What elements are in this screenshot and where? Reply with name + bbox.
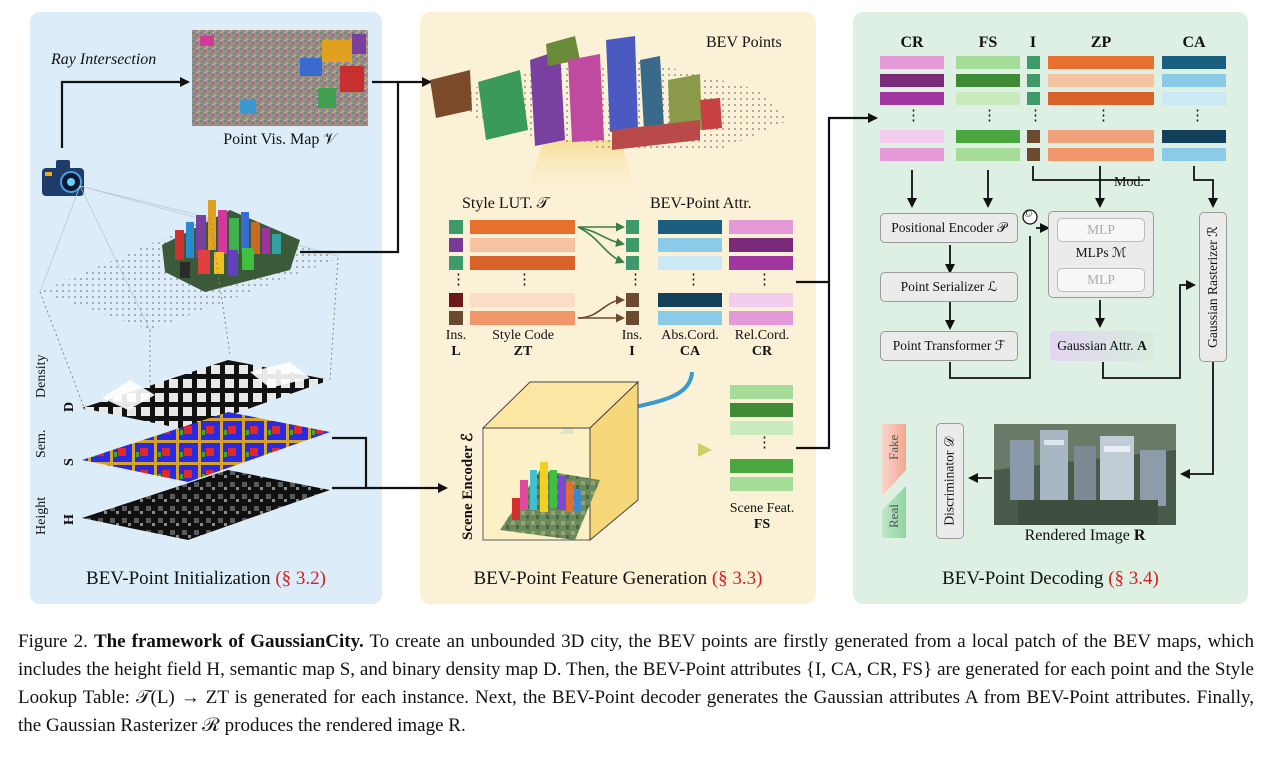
scene-feature-rows	[730, 385, 793, 491]
col-FS-label: FS	[978, 34, 998, 51]
attr-dots-rel: ⋮	[757, 272, 772, 288]
point-vis-map-label: Point Vis. Map 𝒱	[223, 131, 337, 148]
dots-FS: ⋮	[982, 108, 997, 124]
mlps-box: MLP MLPs ℳ MLP	[1048, 211, 1154, 298]
concat-symbol: ©	[1024, 208, 1033, 220]
semantic-map-layer	[82, 412, 330, 482]
height-label: Height	[34, 496, 49, 535]
col-I-label: I	[1029, 34, 1037, 51]
feature-merge-bracket	[796, 280, 831, 450]
density-label: Density	[34, 354, 49, 398]
bev-point-attr-label: BEV-Point Attr.	[650, 195, 752, 212]
fake-block	[882, 424, 906, 496]
panel-title-init: BEV-Point Initialization (§ 3.2)	[86, 568, 326, 589]
rel-cord-label: Rel.Cord. CR	[734, 328, 790, 359]
features-to-decoding-arrow	[827, 113, 878, 282]
height-symbol: H	[62, 514, 77, 525]
ins-label-L: Ins. L	[445, 328, 467, 359]
ins-label-I: Ins. I	[621, 328, 643, 359]
init-to-bev-points-arrow	[300, 77, 432, 254]
col-CA-label: CA	[1182, 34, 1206, 51]
decoding-attribute-columns	[880, 56, 1226, 161]
caption-body: To create an unbounded 3D city, the BEV …	[18, 631, 1255, 736]
bev-points-3d-city	[430, 36, 790, 150]
lut-dots-code: ⋮	[517, 272, 532, 288]
lut-dots-ins: ⋮	[451, 272, 466, 288]
rendered-image	[994, 424, 1176, 525]
scene-encoder-cube	[481, 380, 640, 542]
camera-icon	[42, 160, 84, 196]
scene-feat-dots: ⋮	[757, 435, 772, 451]
density-symbol: D	[62, 401, 77, 412]
gaussian-attr-box: Gaussian Attr. A	[1050, 331, 1154, 361]
style-lut-rows	[449, 220, 575, 325]
bev-point-attribute-rows	[626, 220, 793, 325]
caption-title: The framework of GaussianCity.	[93, 631, 364, 652]
dots-I: ⋮	[1028, 108, 1043, 124]
point-serializer-box: Point Serializer ℒ	[880, 272, 1018, 302]
concat-icon	[1022, 209, 1038, 225]
lut-lookup-arrows	[577, 222, 625, 323]
bev-maps-to-encoder-arrow	[332, 436, 446, 488]
framework-diagram	[39, 30, 1226, 542]
semantic-symbol: S	[62, 458, 77, 466]
scene-feat-label: Scene Feat. FS	[729, 501, 795, 532]
height-map-layer	[82, 470, 330, 540]
ray-intersection-label: Ray Intersection	[51, 51, 157, 68]
attr-dots-abs: ⋮	[686, 272, 701, 288]
caption-prefix: Figure 2.	[18, 631, 88, 652]
bev-points-projection-beam	[520, 140, 640, 205]
dots-ZP: ⋮	[1096, 108, 1111, 124]
real-block	[882, 486, 906, 538]
fake-label: Fake	[886, 434, 901, 460]
real-label: Real	[886, 504, 901, 528]
abs-cord-label: Abs.Cord. CA	[661, 328, 719, 359]
style-code-label: Style Code ZT	[492, 328, 554, 359]
col-CR-label: CR	[900, 34, 924, 51]
gaussian-rasterizer-box: Gaussian Rasterizer ℛ	[1199, 212, 1227, 362]
rendered-image-label: Rendered Image R	[1024, 527, 1146, 544]
decoding-flow-arrows	[907, 166, 1218, 483]
scene-encoder-label: Scene Encoder ℰ	[460, 432, 476, 540]
style-lut-label: Style LUT. 𝒯	[462, 195, 550, 212]
discriminator-box: Discriminator 𝒟	[936, 423, 964, 539]
semantic-label: Sem.	[34, 429, 49, 458]
panel-title-feature: BEV-Point Feature Generation (§ 3.3)	[473, 568, 763, 589]
figure-caption: Figure 2. The framework of GaussianCity.…	[18, 628, 1254, 740]
visibility-map-colored-blocks	[200, 34, 366, 114]
mod-label: Mod.	[1114, 175, 1144, 190]
mlp-block-1: MLP	[1057, 218, 1145, 242]
attr-dots-ins: ⋮	[628, 272, 643, 288]
city-point-cloud	[162, 200, 300, 292]
positional-encoder-box: Positional Encoder 𝒫	[880, 213, 1018, 243]
dots-CR: ⋮	[906, 108, 921, 124]
panel-title-decoding: BEV-Point Decoding (§ 3.4)	[942, 568, 1159, 589]
mlps-label: MLPs ℳ	[1075, 245, 1127, 260]
point-transformer-box: Point Transformer ℱ	[880, 331, 1018, 361]
ray-intersection-arrow	[60, 77, 190, 148]
bev-points-label: BEV Points	[706, 34, 782, 51]
mlp-block-2: MLP	[1057, 268, 1145, 292]
dots-CA: ⋮	[1190, 108, 1205, 124]
col-ZP-label: ZP	[1090, 34, 1112, 51]
